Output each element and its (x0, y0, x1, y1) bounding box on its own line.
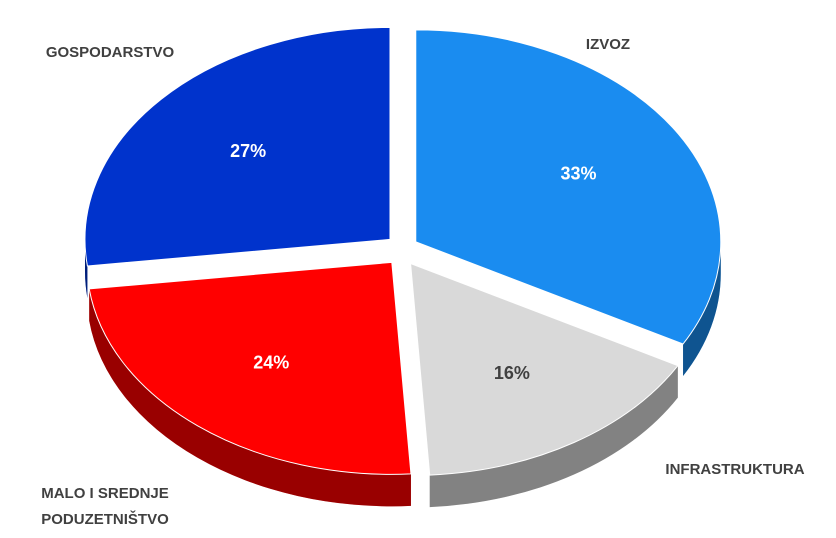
slice-side-shade (429, 365, 678, 508)
value-label: 27% (230, 141, 266, 161)
slice-side-shade (683, 241, 721, 376)
slice (415, 29, 722, 345)
value-label: 33% (561, 164, 597, 184)
category-label: INFRASTRUKTURA (665, 461, 805, 478)
slice-side (89, 288, 411, 507)
slice-tops (84, 26, 722, 476)
slice-side-shade (89, 288, 411, 507)
value-label: 24% (253, 352, 289, 372)
category-label: MALO I SREDNJE PODUZETNIŠTVO (41, 485, 169, 528)
slice (88, 261, 412, 475)
slice (410, 262, 679, 476)
slice-side (429, 365, 678, 508)
category-label: GOSPODARSTVO (45, 44, 175, 61)
category-label: IZVOZ (585, 36, 631, 53)
slice-side (683, 241, 721, 376)
value-label: 16% (494, 363, 530, 383)
slice (84, 26, 391, 267)
